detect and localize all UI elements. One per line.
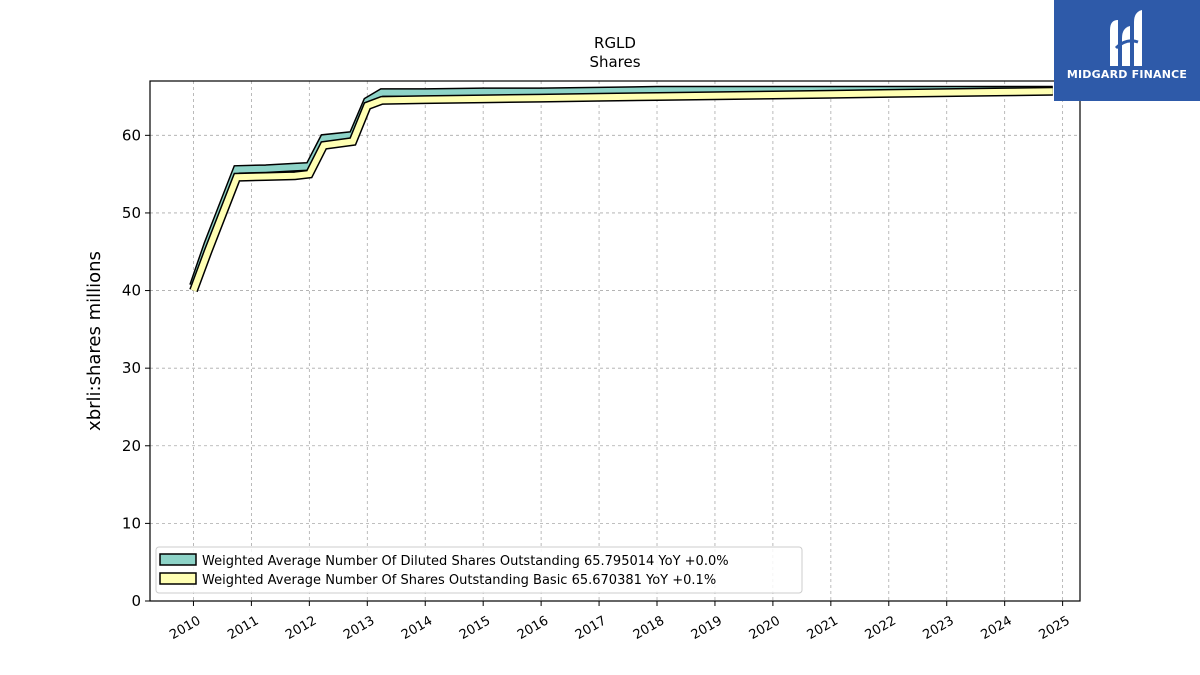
x-tick-label: 2016 bbox=[515, 613, 551, 643]
series-layer bbox=[189, 85, 1053, 293]
y-tick-label: 40 bbox=[122, 282, 141, 300]
x-tick-label: 2019 bbox=[689, 613, 725, 643]
x-tick-label: 2020 bbox=[747, 613, 783, 643]
x-tick-label: 2010 bbox=[167, 613, 203, 643]
x-tick-label: 2017 bbox=[573, 613, 609, 643]
x-tick-label: 2015 bbox=[457, 613, 493, 643]
logo: MIDGARD FINANCE bbox=[1054, 0, 1200, 101]
x-tick-label: 2011 bbox=[225, 613, 261, 643]
x-tick-label: 2018 bbox=[631, 613, 667, 643]
x-tick-label: 2012 bbox=[283, 613, 319, 643]
y-tick-label: 10 bbox=[122, 514, 141, 532]
y-tick-label: 30 bbox=[122, 359, 141, 377]
x-tick-label: 2013 bbox=[341, 613, 377, 643]
x-tick-label: 2014 bbox=[399, 613, 435, 643]
x-tick-label: 2022 bbox=[863, 613, 899, 643]
legend: Weighted Average Number Of Diluted Share… bbox=[155, 546, 803, 594]
y-tick-label: 60 bbox=[122, 126, 141, 144]
series-line-outline-2 bbox=[189, 86, 1053, 293]
legend-box bbox=[155, 546, 803, 594]
y-tick-label: 0 bbox=[131, 592, 141, 610]
x-tick-label: 2024 bbox=[979, 613, 1015, 643]
legend-label-2: Weighted Average Number Of Shares Outsta… bbox=[202, 573, 716, 588]
chart-title: RGLD bbox=[594, 34, 636, 52]
chart-subtitle: Shares bbox=[589, 53, 640, 71]
y-axis-label: xbrli:shares millions bbox=[84, 251, 105, 431]
legend-label-1: Weighted Average Number Of Diluted Share… bbox=[202, 554, 729, 569]
plot-frame bbox=[149, 80, 1081, 602]
grid bbox=[150, 81, 1080, 601]
series-line-1 bbox=[190, 87, 1053, 287]
legend-swatch-2 bbox=[159, 572, 197, 585]
x-tick-label: 2021 bbox=[805, 613, 841, 643]
logo-text: MIDGARD FINANCE bbox=[1066, 68, 1188, 81]
series-line-outline-1 bbox=[189, 85, 1053, 288]
series-line-2 bbox=[190, 88, 1053, 292]
x-tick-label: 2025 bbox=[1036, 613, 1072, 643]
midgard-logo-icon bbox=[1110, 10, 1142, 66]
y-tick-label: 50 bbox=[122, 204, 141, 222]
y-tick-label: 20 bbox=[122, 437, 141, 455]
legend-swatch-1 bbox=[159, 553, 197, 566]
x-tick-label: 2023 bbox=[921, 613, 957, 643]
